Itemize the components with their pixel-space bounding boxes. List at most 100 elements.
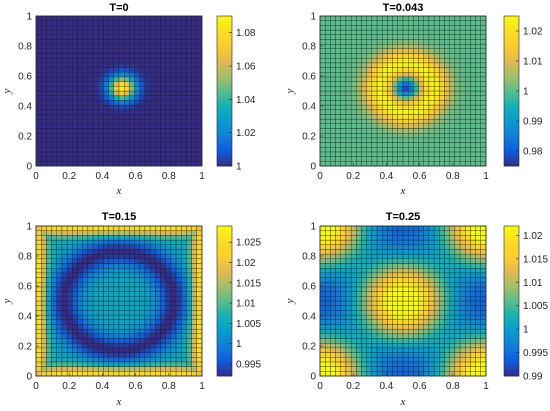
heatmap-cell <box>361 161 367 167</box>
heatmap-cell <box>118 310 125 316</box>
colorbar-segment <box>504 313 519 317</box>
heatmap-cell <box>144 333 151 339</box>
heatmap-cell <box>82 282 89 288</box>
heatmap-cell <box>465 235 471 241</box>
heatmap-cell <box>402 29 409 35</box>
heatmap-cell <box>165 114 172 120</box>
heatmap-cell <box>56 277 63 283</box>
heatmap-cell <box>325 20 331 26</box>
heatmap-cell <box>41 300 47 306</box>
heatmap-cell <box>82 371 89 377</box>
heatmap-cell <box>402 118 409 124</box>
heatmap-cell <box>82 151 89 157</box>
heatmap-cell <box>149 361 156 367</box>
heatmap-cell <box>480 305 487 311</box>
heatmap-cell <box>454 366 461 372</box>
heatmap-cell <box>480 230 487 236</box>
colorbar-segment <box>217 58 232 62</box>
heatmap-cell <box>366 34 373 40</box>
heatmap-cell <box>72 268 78 274</box>
y-tick-label: 1 <box>310 12 316 23</box>
heatmap-cell <box>61 277 68 283</box>
heatmap-cell <box>186 263 192 269</box>
heatmap-cell <box>361 352 367 358</box>
x-tick-label: 0.8 <box>446 171 460 182</box>
heatmap-cell <box>170 123 177 129</box>
heatmap-cell <box>41 357 47 363</box>
heatmap-cell <box>330 29 336 35</box>
heatmap-cells <box>319 225 487 377</box>
heatmap-cell <box>454 296 461 302</box>
heatmap-cell <box>92 230 99 236</box>
panel-title: T=0.25 <box>386 211 421 223</box>
heatmap-cell <box>330 20 336 26</box>
heatmap-cell <box>439 253 445 259</box>
heatmap-cell <box>87 235 94 241</box>
heatmap-cell <box>413 48 419 54</box>
heatmap-cell <box>408 114 414 120</box>
heatmap-cell <box>51 25 57 31</box>
heatmap-cell <box>382 225 388 231</box>
heatmap-cell <box>66 123 73 129</box>
heatmap-cell <box>335 100 341 106</box>
heatmap-cell <box>475 43 481 49</box>
heatmap-cell <box>41 268 47 274</box>
heatmap-cell <box>129 357 135 363</box>
heatmap-cell <box>366 62 373 68</box>
heatmap-cell <box>35 53 42 59</box>
heatmap-cell <box>165 133 172 139</box>
heatmap-cell <box>139 239 146 245</box>
heatmap-cell <box>371 352 378 358</box>
heatmap-cell <box>423 114 430 120</box>
heatmap-cell <box>335 147 341 153</box>
heatmap-cell <box>371 128 378 134</box>
heatmap-cell <box>108 347 114 353</box>
heatmap-cell <box>433 43 440 49</box>
heatmap-cell <box>371 305 378 311</box>
heatmap-cell <box>51 253 57 259</box>
heatmap-cell <box>459 230 466 236</box>
heatmap-cell <box>325 235 331 241</box>
heatmap-cell <box>340 128 347 134</box>
heatmap-cell <box>397 67 404 73</box>
heatmap-cell <box>350 58 357 64</box>
heatmap-cell <box>402 58 409 64</box>
heatmap-cell <box>366 343 373 349</box>
heatmap-cell <box>418 310 424 316</box>
x-axis-label: x <box>400 185 406 197</box>
heatmap-cell <box>66 263 73 269</box>
heatmap-cell <box>340 29 347 35</box>
heatmap-cell <box>160 366 166 372</box>
heatmap-cell <box>345 34 352 40</box>
heatmap-cell <box>350 20 357 26</box>
heatmap-cell <box>191 361 197 367</box>
heatmap-cell <box>61 314 68 320</box>
heatmap-cell <box>418 137 424 143</box>
heatmap-cell <box>191 15 197 21</box>
heatmap-cell <box>149 296 156 302</box>
heatmap-cell <box>108 319 114 325</box>
heatmap-cell <box>361 314 367 320</box>
heatmap-cell <box>124 305 130 311</box>
colorbar-segment <box>217 53 232 57</box>
heatmap-cell <box>66 151 73 157</box>
heatmap-cell <box>475 249 481 255</box>
heatmap-cell <box>124 137 130 143</box>
heatmap-cell <box>35 338 42 344</box>
heatmap-cell <box>423 235 430 241</box>
heatmap-cell <box>470 300 476 306</box>
heatmap-cell <box>413 76 419 82</box>
heatmap-cell <box>330 25 336 31</box>
heatmap-cell <box>361 324 367 330</box>
heatmap-cell <box>61 104 68 110</box>
heatmap-cell <box>155 244 161 250</box>
heatmap-cell <box>56 90 63 96</box>
heatmap-cell <box>335 39 341 45</box>
heatmap-cell <box>459 72 466 78</box>
heatmap-cell <box>82 72 89 78</box>
heatmap-cell <box>77 20 83 26</box>
heatmap-cell <box>103 314 109 320</box>
heatmap-cell <box>181 104 187 110</box>
heatmap-cell <box>335 286 341 292</box>
heatmap-cell <box>196 76 203 82</box>
